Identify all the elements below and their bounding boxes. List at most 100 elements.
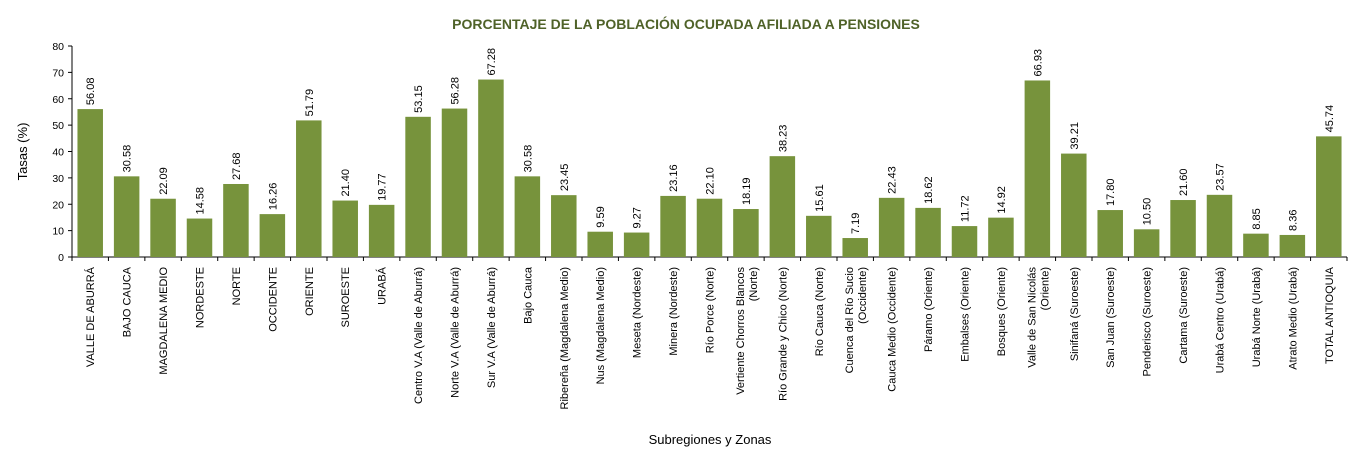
bar — [1316, 136, 1342, 257]
category-label: Valle de San Nicolás(Oriente) — [1026, 267, 1051, 368]
bar — [842, 238, 868, 257]
data-label: 14.92 — [996, 186, 1008, 214]
category-label: Sinifaná (Suroeste) — [1069, 267, 1081, 361]
y-tick-label: 10 — [52, 226, 64, 238]
y-tick-label: 60 — [52, 94, 64, 106]
category-label: Ribereña (Magdalena Medio) — [559, 267, 571, 409]
category-label: Páramo (Oriente) — [923, 267, 935, 352]
bar — [587, 231, 613, 257]
data-label: 15.61 — [814, 184, 826, 212]
category-label: TOTAL ANTIOQUIA — [1324, 266, 1336, 364]
y-tick-label: 0 — [58, 252, 64, 264]
category-label: NORTE — [231, 267, 243, 305]
data-label: 56.28 — [450, 77, 462, 105]
data-label: 23.16 — [668, 164, 680, 192]
data-label: 18.19 — [741, 177, 753, 205]
data-label: 16.26 — [267, 183, 279, 211]
data-label: 23.57 — [1215, 163, 1227, 191]
bar — [514, 176, 541, 257]
data-label: 67.28 — [486, 48, 498, 76]
bar — [1024, 80, 1051, 257]
category-label: Cauca Medio (Occidente) — [887, 267, 899, 392]
y-tick-label: 30 — [52, 173, 64, 185]
category-label: OCCIDENTE — [267, 267, 279, 332]
bar — [733, 209, 759, 257]
bar — [988, 217, 1014, 257]
bar — [1243, 233, 1269, 257]
bar — [150, 198, 176, 257]
y-tick-label: 40 — [52, 147, 64, 159]
category-label: Vertiente Chorros Blancos(Norte) — [735, 267, 760, 395]
x-axis-title: Subregiones y Zonas — [649, 432, 772, 447]
bar — [405, 116, 431, 258]
category-label: Meseta (Nordeste) — [632, 267, 644, 358]
category-label-line: (Occidente) — [857, 267, 869, 324]
x-axis — [71, 256, 1348, 261]
data-label: 51.79 — [304, 89, 316, 117]
category-label: Río Porce (Norte) — [705, 267, 717, 353]
y-tick-label: 50 — [52, 120, 64, 132]
category-label: Minera (Nordeste) — [668, 267, 680, 356]
category-label: MAGDALENA MEDIO — [158, 267, 170, 375]
data-label: 7.19 — [850, 213, 862, 234]
bar — [1279, 234, 1306, 257]
category-label-line: (Norte) — [748, 267, 760, 301]
data-label: 18.62 — [923, 176, 935, 204]
data-label: 21.40 — [340, 169, 352, 197]
data-label: 21.60 — [1178, 168, 1190, 196]
bar — [951, 226, 978, 257]
category-label: Río Cauca (Norte) — [814, 267, 826, 356]
data-label: 9.27 — [632, 207, 644, 228]
bar — [1097, 210, 1123, 257]
category-label: Atrato Medio (Urabá) — [1287, 267, 1299, 370]
data-label: 22.10 — [705, 167, 717, 195]
bar — [332, 200, 358, 257]
data-label: 11.72 — [960, 195, 972, 222]
category-label: ORIENTE — [304, 267, 316, 316]
data-label: 22.43 — [887, 166, 899, 194]
category-label: Sur V.A (Valle de Aburrá) — [486, 267, 498, 388]
bar — [113, 176, 140, 257]
data-label: 19.77 — [377, 173, 389, 201]
data-label: 30.58 — [522, 145, 534, 173]
category-label: NORDESTE — [195, 267, 207, 328]
bar — [1061, 153, 1087, 257]
category-label: BAJO CAUCA — [122, 266, 134, 337]
data-label: 56.08 — [85, 78, 97, 106]
data-label: 38.23 — [777, 125, 789, 153]
bar — [1170, 200, 1196, 257]
y-tick-label: 20 — [52, 199, 64, 211]
bar — [223, 183, 249, 257]
category-label: Norte V.A (Valle de Aburrá) — [450, 267, 462, 398]
bar — [915, 207, 941, 257]
category-label: San Juan (Suroeste) — [1105, 267, 1117, 368]
category-label: Bosques (Oriente) — [996, 267, 1008, 356]
data-label: 53.15 — [413, 85, 425, 113]
category-label: URABÁ — [376, 266, 389, 305]
bar — [478, 79, 504, 257]
data-label: 9.59 — [595, 206, 607, 227]
data-label: 8.36 — [1287, 210, 1299, 231]
category-label: Cuenca del Río Sucio(Occidente) — [844, 267, 869, 373]
data-label: 27.68 — [231, 152, 243, 180]
category-label: Centro V.A (Valle de Aburrá) — [413, 267, 425, 404]
y-tick-label: 70 — [52, 67, 64, 79]
bar — [368, 204, 395, 257]
data-label: 22.09 — [158, 167, 170, 195]
bar — [259, 214, 286, 257]
category-label: Penderisco (Suroeste) — [1142, 267, 1154, 376]
category-label-line: Cuenca del Río Sucio — [844, 267, 856, 373]
data-labels: 56.08 30.58 22.09 14.58 27.68 16.26 51.79 21.40… — [85, 48, 1336, 234]
category-label: Urabá Norte (Urabá) — [1251, 267, 1263, 367]
bar — [623, 232, 650, 257]
data-label: 14.58 — [195, 187, 207, 215]
data-label: 30.58 — [122, 145, 134, 173]
bar — [769, 156, 796, 257]
category-label-line: Vertiente Chorros Blancos — [735, 267, 747, 395]
data-label: 8.85 — [1251, 208, 1263, 229]
bar — [441, 108, 468, 258]
data-label: 39.21 — [1069, 122, 1081, 150]
category-labels: VALLE DE ABURRÁ BAJO CAUCA MAGDALENA MEDIO… — [84, 266, 1336, 409]
bar — [1206, 194, 1233, 257]
